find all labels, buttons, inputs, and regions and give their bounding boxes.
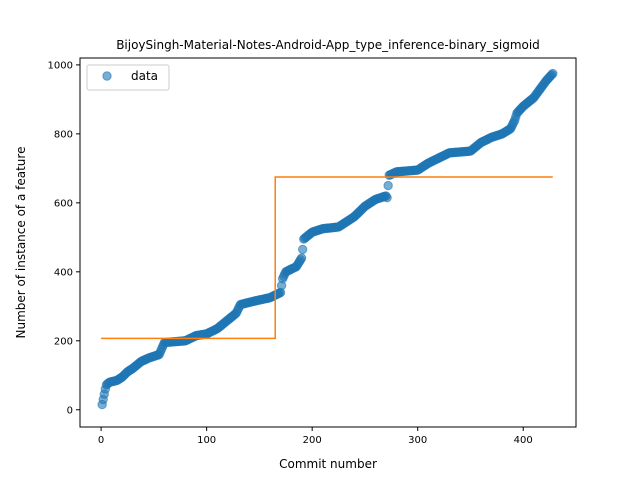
y-tick-label: 200 bbox=[54, 336, 73, 347]
legend-marker-data bbox=[102, 71, 112, 81]
y-tick-label: 800 bbox=[54, 129, 73, 140]
y-tick-label: 1000 bbox=[48, 60, 73, 71]
chart-marks bbox=[97, 68, 558, 410]
data-point bbox=[383, 180, 393, 191]
y-tick-label: 600 bbox=[54, 198, 73, 209]
chart-title: BijoySingh-Material-Notes-Android-App_ty… bbox=[116, 38, 540, 52]
y-axis-label: Number of instance of a feature bbox=[14, 147, 28, 339]
plot-frame bbox=[79, 57, 577, 428]
data-point bbox=[548, 68, 558, 79]
x-tick-label: 400 bbox=[514, 435, 533, 446]
x-tick-label: 100 bbox=[197, 435, 216, 446]
fit-step-line bbox=[101, 176, 553, 340]
x-tick-label: 200 bbox=[303, 435, 322, 446]
legend: data bbox=[86, 64, 170, 91]
data-point bbox=[297, 244, 308, 255]
legend-label-data: data bbox=[131, 69, 158, 83]
data-point bbox=[296, 253, 307, 263]
x-tick-label: 300 bbox=[408, 435, 427, 446]
plot-area bbox=[79, 57, 577, 428]
y-tick-label: 0 bbox=[67, 405, 73, 416]
x-tick-label: 0 bbox=[98, 435, 104, 446]
y-tick-label: 400 bbox=[54, 267, 73, 278]
legend-frame bbox=[86, 64, 170, 91]
data-point bbox=[382, 192, 392, 203]
axis-ticks: 0 100 200 300 400 0 200 400 600 800 1000 bbox=[48, 60, 533, 446]
x-axis-label: Commit number bbox=[279, 457, 377, 471]
